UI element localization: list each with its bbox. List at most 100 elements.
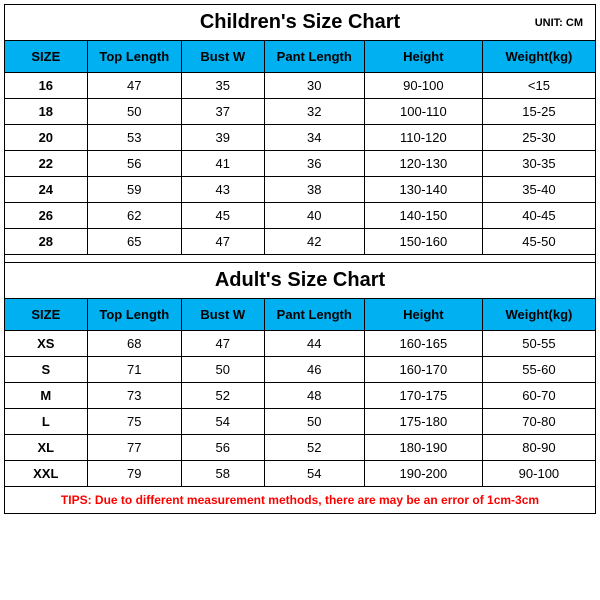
- table-cell: 35: [182, 73, 265, 99]
- table-cell: 140-150: [365, 203, 483, 229]
- table-cell: 130-140: [365, 177, 483, 203]
- table-cell: XXL: [5, 461, 88, 487]
- table-cell: 45-50: [483, 229, 595, 255]
- table-cell: 90-100: [365, 73, 483, 99]
- header-cell: Pant Length: [265, 41, 365, 73]
- tips-row: TIPS: Due to different measurement metho…: [5, 487, 595, 513]
- children-header-row: SIZETop LengthBust WPant LengthHeightWei…: [5, 41, 595, 73]
- table-cell: 180-190: [365, 435, 483, 461]
- table-cell: 39: [182, 125, 265, 151]
- separator: [5, 255, 595, 263]
- table-cell: 40: [265, 203, 365, 229]
- header-cell: Bust W: [182, 299, 265, 331]
- children-body: 1647353090-100<1518503732100-11015-25205…: [5, 73, 595, 255]
- table-row: XS684744160-16550-55: [5, 331, 595, 357]
- header-cell: Bust W: [182, 41, 265, 73]
- header-cell: SIZE: [5, 299, 88, 331]
- table-cell: 160-170: [365, 357, 483, 383]
- table-cell: <15: [483, 73, 595, 99]
- table-cell: 175-180: [365, 409, 483, 435]
- table-row: 22564136120-13030-35: [5, 151, 595, 177]
- table-cell: 28: [5, 229, 88, 255]
- table-cell: S: [5, 357, 88, 383]
- table-row: L755450175-18070-80: [5, 409, 595, 435]
- table-cell: 30: [265, 73, 365, 99]
- table-cell: 50: [265, 409, 365, 435]
- table-cell: 46: [265, 357, 365, 383]
- table-row: XL775652180-19080-90: [5, 435, 595, 461]
- children-title-row: Children's Size Chart UNIT: CM: [5, 5, 595, 41]
- table-cell: XS: [5, 331, 88, 357]
- table-row: 28654742150-16045-50: [5, 229, 595, 255]
- table-cell: 68: [88, 331, 182, 357]
- table-cell: 54: [182, 409, 265, 435]
- table-cell: 25-30: [483, 125, 595, 151]
- adult-body: XS684744160-16550-55S715046160-17055-60M…: [5, 331, 595, 487]
- table-cell: 42: [265, 229, 365, 255]
- table-row: 26624540140-15040-45: [5, 203, 595, 229]
- table-cell: 73: [88, 383, 182, 409]
- table-cell: 34: [265, 125, 365, 151]
- table-row: M735248170-17560-70: [5, 383, 595, 409]
- table-cell: XL: [5, 435, 88, 461]
- table-cell: 75: [88, 409, 182, 435]
- table-cell: 52: [265, 435, 365, 461]
- table-cell: 100-110: [365, 99, 483, 125]
- table-cell: 22: [5, 151, 88, 177]
- table-cell: 41: [182, 151, 265, 177]
- adult-title-row: Adult's Size Chart: [5, 263, 595, 299]
- table-cell: 45: [182, 203, 265, 229]
- table-cell: 24: [5, 177, 88, 203]
- header-cell: Height: [365, 41, 483, 73]
- adult-title: Adult's Size Chart: [5, 269, 595, 292]
- table-row: XXL795854190-20090-100: [5, 461, 595, 487]
- header-cell: SIZE: [5, 41, 88, 73]
- table-cell: 62: [88, 203, 182, 229]
- unit-label: UNIT: CM: [535, 17, 583, 29]
- table-cell: 59: [88, 177, 182, 203]
- table-row: 18503732100-11015-25: [5, 99, 595, 125]
- table-cell: 58: [182, 461, 265, 487]
- table-cell: 150-160: [365, 229, 483, 255]
- table-cell: 50-55: [483, 331, 595, 357]
- table-cell: 26: [5, 203, 88, 229]
- table-row: 20533934110-12025-30: [5, 125, 595, 151]
- table-cell: 43: [182, 177, 265, 203]
- table-cell: 18: [5, 99, 88, 125]
- table-cell: 50: [88, 99, 182, 125]
- table-cell: L: [5, 409, 88, 435]
- table-cell: 47: [182, 331, 265, 357]
- header-cell: Top Length: [88, 299, 182, 331]
- table-cell: 20: [5, 125, 88, 151]
- table-cell: 47: [88, 73, 182, 99]
- table-cell: 56: [88, 151, 182, 177]
- table-cell: 170-175: [365, 383, 483, 409]
- table-cell: 71: [88, 357, 182, 383]
- table-row: 1647353090-100<15: [5, 73, 595, 99]
- table-cell: 36: [265, 151, 365, 177]
- table-cell: M: [5, 383, 88, 409]
- table-cell: 65: [88, 229, 182, 255]
- table-cell: 190-200: [365, 461, 483, 487]
- table-cell: 16: [5, 73, 88, 99]
- table-cell: 37: [182, 99, 265, 125]
- table-cell: 52: [182, 383, 265, 409]
- table-cell: 50: [182, 357, 265, 383]
- header-cell: Weight(kg): [483, 299, 595, 331]
- table-cell: 30-35: [483, 151, 595, 177]
- table-cell: 110-120: [365, 125, 483, 151]
- children-title: Children's Size Chart: [5, 11, 595, 34]
- table-cell: 55-60: [483, 357, 595, 383]
- table-cell: 60-70: [483, 383, 595, 409]
- table-cell: 48: [265, 383, 365, 409]
- size-chart-container: Children's Size Chart UNIT: CM SIZETop L…: [4, 4, 596, 514]
- header-cell: Top Length: [88, 41, 182, 73]
- table-cell: 54: [265, 461, 365, 487]
- table-cell: 40-45: [483, 203, 595, 229]
- adult-header-row: SIZETop LengthBust WPant LengthHeightWei…: [5, 299, 595, 331]
- tips-text: TIPS: Due to different measurement metho…: [61, 493, 539, 507]
- table-cell: 70-80: [483, 409, 595, 435]
- header-cell: Weight(kg): [483, 41, 595, 73]
- table-cell: 38: [265, 177, 365, 203]
- table-cell: 80-90: [483, 435, 595, 461]
